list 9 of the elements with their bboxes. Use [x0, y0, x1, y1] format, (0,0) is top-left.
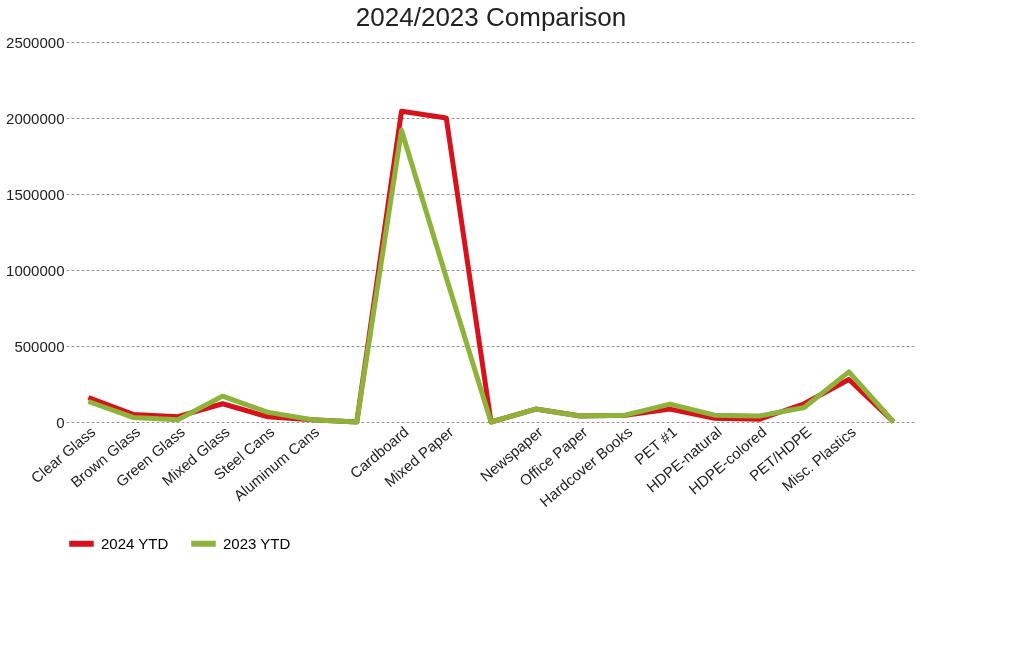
- y-tick-label: 1500000: [6, 185, 65, 203]
- y-tick-label: 500000: [14, 337, 65, 355]
- legend-label: 2024 YTD: [101, 534, 169, 552]
- y-tick-label: 1000000: [6, 261, 65, 279]
- chart-title: 2024/2023 Comparison: [355, 2, 627, 32]
- y-tick-label: 2000000: [6, 109, 65, 127]
- legend-label: 2023 YTD: [223, 534, 291, 552]
- y-tick-label: 0: [56, 413, 65, 431]
- y-tick-label: 2500000: [6, 33, 65, 51]
